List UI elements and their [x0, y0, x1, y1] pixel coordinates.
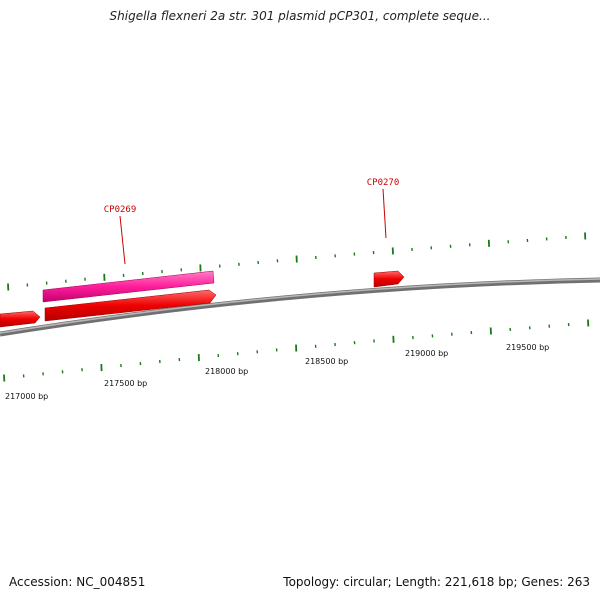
gene-arrow-cp0270[interactable]	[373, 270, 405, 288]
cp0269-leader-line	[119, 215, 126, 265]
summary-text: Topology: circular; Length: 221,618 bp; …	[283, 575, 590, 589]
upper-tick-track	[7, 232, 587, 291]
cp0270-leader-line	[382, 188, 387, 239]
gene-arrow-cp0269-pink[interactable]	[42, 270, 215, 303]
scale-label-218500: 218500 bp	[305, 357, 348, 366]
accession-text: Accession: NC_004851	[9, 575, 146, 589]
scale-label-218000: 218000 bp	[205, 367, 248, 376]
gene-label-cp0270: CP0270	[367, 178, 400, 188]
gene-arrow-cp0269-red[interactable]	[44, 289, 217, 322]
scale-label-219000: 219000 bp	[405, 349, 448, 358]
map-title: Shigella flexneri 2a str. 301 plasmid pC…	[109, 9, 491, 23]
gene-arrow-left-edge[interactable]	[0, 310, 41, 328]
scale-label-219500: 219500 bp	[506, 343, 549, 352]
backbone-arc	[0, 277, 600, 337]
gene-label-cp0269: CP0269	[104, 205, 137, 215]
backbone-arc-highlight	[0, 278, 600, 334]
scale-label-217000: 217000 bp	[5, 392, 48, 401]
scale-label-217500: 217500 bp	[104, 379, 147, 388]
lower-tick-track	[3, 319, 590, 382]
